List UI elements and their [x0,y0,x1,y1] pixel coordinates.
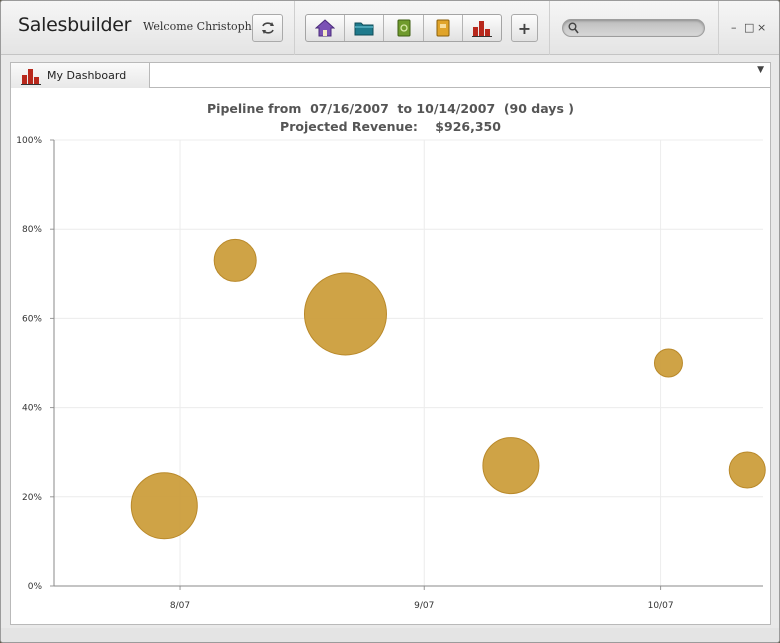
tab-my-dashboard[interactable]: My Dashboard [11,63,150,88]
toolbar: Salesbuilder Welcome Christophe [1,1,779,55]
tab-strip: My Dashboard ▼ [10,62,771,88]
maximize-button[interactable]: □ [744,21,755,34]
add-button[interactable]: + [511,14,538,42]
home-icon [315,19,336,37]
notes-button[interactable] [424,15,463,41]
search-field[interactable] [562,19,705,37]
y-tick-label: 0% [28,582,43,592]
welcome-text: Welcome Christophe [143,20,259,33]
toolbar-divider [718,1,719,55]
chart-title-line2: Projected Revenue: $926,350 [280,119,501,134]
x-tick-label: 9/07 [414,601,434,611]
nav-button-group [305,14,502,42]
refresh-icon [261,22,274,34]
orange-book-icon [436,19,450,37]
close-button[interactable]: × [757,21,767,34]
status-bar [1,628,779,642]
add-icon: + [517,18,532,38]
chart-title-line1: Pipeline from 07/16/2007 to 10/14/2007 (… [207,101,574,116]
pipeline-bubble [728,451,766,489]
toolbar-divider [294,1,295,55]
search-input[interactable] [583,21,698,35]
home-button[interactable] [306,15,346,41]
toolbar-divider [549,1,550,55]
folder-button[interactable] [345,15,385,41]
x-tick-label: 8/07 [170,601,190,611]
pipeline-bubble-chart: 0% 20% 40% 60% 80% 100% 8/07 9/07 10/07 [16,136,766,611]
y-tick-label: 40% [22,404,42,414]
bar-chart-icon [21,68,41,85]
pipeline-bubble [303,272,387,356]
y-tick-label: 20% [22,493,42,503]
folder-icon [354,22,374,36]
tab-label: My Dashboard [47,69,127,82]
chart-title: Pipeline from 07/16/2007 to 10/14/2007 (… [11,100,770,136]
refresh-button[interactable] [252,14,283,42]
y-tick-label: 60% [22,314,42,324]
pipeline-bubble [482,437,540,495]
y-tick-label: 80% [22,225,42,235]
bar-chart-icon [471,21,492,37]
search-icon [568,22,579,34]
pipeline-bubble [213,238,257,282]
minimize-button[interactable]: – [731,21,737,34]
contacts-button[interactable] [384,15,424,41]
y-tick-label: 100% [16,136,42,146]
pipeline-bubble [130,472,198,540]
app-title: Salesbuilder [18,14,132,36]
dashboard-panel: Pipeline from 07/16/2007 to 10/14/2007 (… [10,88,771,625]
tab-menu-chevron-down-icon[interactable]: ▼ [757,65,764,75]
green-book-icon [397,19,410,37]
pipeline-bubble [653,348,683,378]
dashboard-button[interactable] [463,15,501,41]
x-tick-label: 10/07 [648,601,674,611]
